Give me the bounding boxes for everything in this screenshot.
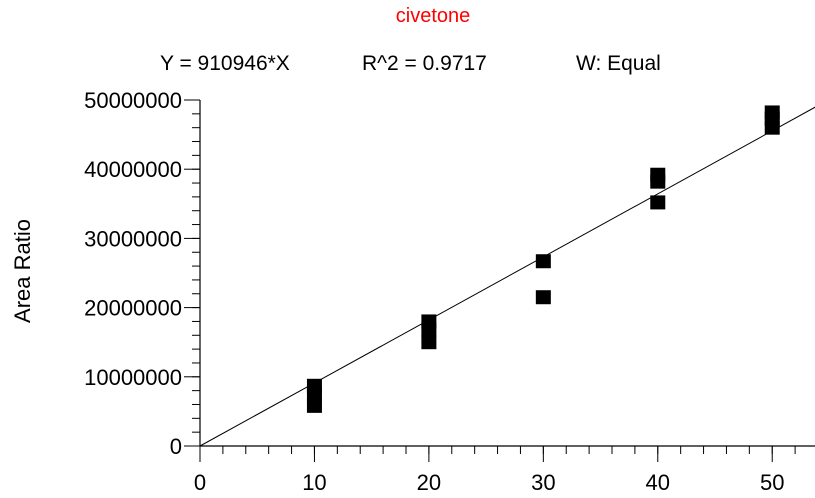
y-tick-label: 20000000 <box>84 296 182 321</box>
regression-line <box>199 106 815 447</box>
chart-title: civetone <box>396 5 471 27</box>
x-tick-label: 40 <box>646 470 670 495</box>
y-tick-label: 50000000 <box>84 88 182 113</box>
x-tick-label: 30 <box>531 470 555 495</box>
y-tick-label: 10000000 <box>84 365 182 390</box>
data-points <box>306 105 780 413</box>
x-tick-label: 10 <box>302 470 326 495</box>
data-point <box>535 290 551 305</box>
axes <box>199 100 815 447</box>
data-point <box>306 378 322 393</box>
x-tick-label: 20 <box>417 470 441 495</box>
fit-line-group <box>199 106 815 447</box>
data-point <box>535 254 551 269</box>
fit-equation: Y = 910946*X <box>160 52 290 75</box>
chart-subtitle: Y = 910946*X R^2 = 0.9717 W: Equal <box>160 52 661 75</box>
data-point <box>421 335 437 350</box>
data-point <box>764 105 780 120</box>
data-point <box>306 398 322 413</box>
x-tick-label: 50 <box>760 470 784 495</box>
y-tick-label: 0 <box>170 434 182 459</box>
r-squared: R^2 = 0.9717 <box>362 52 487 75</box>
y-tick-label: 40000000 <box>84 157 182 182</box>
weighting: W: Equal <box>576 52 661 75</box>
data-point <box>650 167 666 182</box>
y-axis-label: Area Ratio <box>10 219 35 323</box>
data-point <box>421 314 437 329</box>
y-tick-label: 30000000 <box>84 226 182 251</box>
ticks: 0 10000000 20000000 30000000 40000000 5000000… <box>84 88 796 495</box>
x-tick-label: 0 <box>194 470 206 495</box>
data-point <box>650 195 666 210</box>
